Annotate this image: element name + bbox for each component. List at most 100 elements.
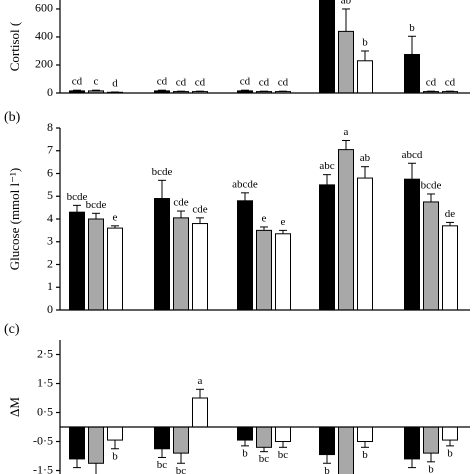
error-bar (158, 448, 166, 458)
bar (173, 426, 189, 454)
error-bar (111, 225, 119, 229)
y-tick-label: 3 (47, 234, 53, 248)
y-tick-label: 2·5 (37, 346, 53, 360)
significance-letter: bcde (86, 199, 107, 211)
significance-letter: cd (176, 77, 187, 89)
error-bar (196, 388, 204, 399)
significance-letter: cd (278, 77, 289, 89)
panel-label: (b) (4, 110, 21, 125)
error-bar (111, 440, 119, 450)
significance-letter: e (262, 212, 267, 224)
significance-letter: b (362, 37, 368, 49)
y-tick-label: 600 (35, 1, 53, 15)
significance-letter: cde (192, 203, 207, 215)
error-bar (260, 447, 268, 453)
y-tick-label: 400 (35, 29, 53, 43)
bar (256, 426, 272, 448)
significance-letter: cd (426, 77, 437, 89)
significance-letter: bcde (421, 180, 442, 192)
error-bar (361, 166, 369, 179)
error-bar (241, 192, 249, 201)
significance-letter: cd (195, 77, 206, 89)
significance-letter: c (94, 76, 99, 88)
significance-letter: b (242, 447, 248, 459)
bar (423, 426, 439, 454)
bar (357, 426, 373, 443)
error-bar (92, 89, 100, 91)
bar (404, 426, 420, 460)
bar (88, 426, 104, 464)
error-bar (408, 458, 416, 469)
error-bar (323, 454, 331, 464)
bar (256, 229, 272, 311)
bar (192, 223, 208, 311)
significance-letter: b (447, 447, 453, 459)
y-tick-label: -1·5 (33, 462, 53, 474)
significance-letter: b (324, 465, 330, 474)
bar (154, 426, 170, 450)
bar (237, 426, 253, 441)
error-bar (241, 440, 249, 447)
significance-letter: ab (341, 0, 352, 6)
error-bar (177, 453, 185, 464)
significance-letter: cde (173, 197, 188, 209)
significance-letter: abc (319, 160, 334, 172)
significance-letter: bc (259, 453, 270, 465)
error-bar (427, 193, 435, 202)
significance-letter: cd (240, 76, 251, 88)
panel-label: (c) (4, 322, 20, 337)
significance-letter: bcde (67, 191, 88, 203)
bar (192, 397, 208, 428)
significance-letter: de (445, 208, 456, 220)
significance-letter: bc (278, 449, 289, 461)
significance-letter: b (428, 463, 434, 474)
bar (404, 178, 420, 311)
significance-letter: cd (445, 77, 456, 89)
significance-letter: bc (176, 465, 187, 474)
bar (173, 217, 189, 311)
significance-letter: cd (157, 76, 168, 88)
bar (107, 426, 123, 441)
error-bar (408, 35, 416, 55)
significance-letter: e (281, 216, 286, 228)
significance-letter: b (112, 450, 118, 462)
significance-letter: abcde (232, 178, 258, 190)
significance-letter: bc (157, 459, 168, 471)
bar (319, 184, 335, 311)
y-tick-label: 8 (47, 120, 53, 134)
bar (338, 30, 354, 94)
y-tick-label: 1·5 (37, 375, 53, 389)
error-bar (241, 89, 249, 91)
bar (338, 149, 354, 311)
error-bar (323, 174, 331, 185)
error-bar (446, 440, 454, 447)
bar (319, 0, 335, 94)
y-tick-label: -0·5 (33, 433, 53, 447)
bar (275, 233, 291, 311)
y-axis-label: Cortisol ( (7, 22, 22, 71)
significance-letter: b (362, 449, 368, 461)
y-tick-label: 200 (35, 57, 53, 71)
y-tick-label: 7 (47, 143, 53, 157)
error-bar (361, 50, 369, 61)
significance-letter: a (198, 375, 203, 387)
y-tick-label: 2 (47, 256, 53, 270)
error-bar (73, 204, 81, 213)
bar (338, 426, 354, 474)
bar (237, 200, 253, 311)
error-bar (158, 179, 166, 199)
bar (442, 225, 458, 311)
bar (107, 227, 123, 311)
bar (357, 60, 373, 94)
error-bar (177, 210, 185, 218)
bar (69, 211, 85, 311)
bar (442, 426, 458, 441)
y-tick-label: 1 (47, 279, 53, 293)
error-bar (342, 8, 350, 32)
